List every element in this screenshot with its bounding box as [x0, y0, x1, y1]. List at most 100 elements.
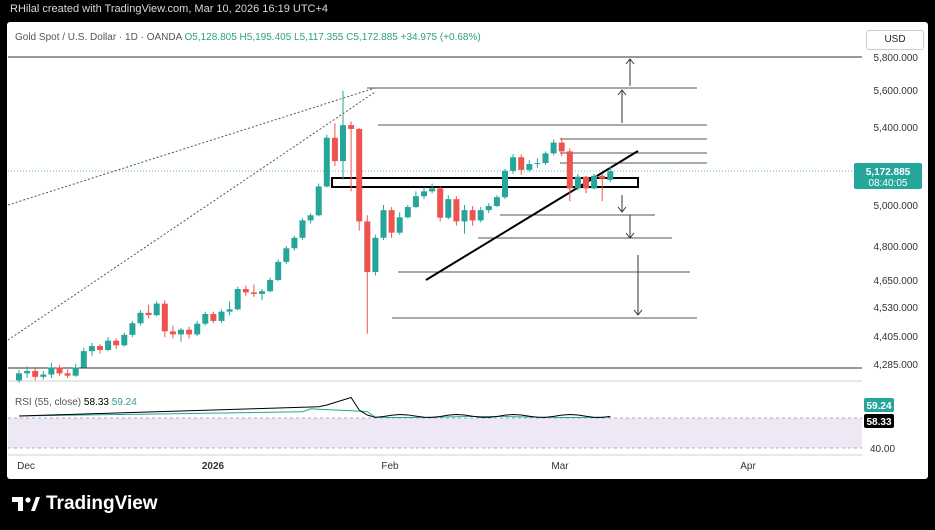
- currency-button[interactable]: USD: [866, 30, 924, 50]
- dotted-fan-line-upper: [7, 87, 376, 206]
- candle-30: [259, 289, 265, 301]
- candle-body: [453, 199, 460, 222]
- arrow-down-small: [617, 195, 627, 213]
- price-tick-label: 5,800.000: [874, 53, 919, 64]
- ohlc-change: +34.975 (+0.68%): [400, 32, 481, 43]
- candle-59: [493, 195, 500, 208]
- candle-body: [105, 340, 112, 350]
- candlesticks: [16, 90, 614, 383]
- candle-body: [48, 367, 55, 375]
- candle-body: [315, 186, 322, 216]
- time-tick-label: 2026: [202, 461, 225, 472]
- candle-40: [340, 90, 346, 180]
- candle-body: [97, 346, 103, 350]
- candle-33: [283, 246, 290, 265]
- arrow-up-top: [625, 58, 635, 86]
- chart-panel[interactable]: [7, 22, 928, 479]
- candle-12: [113, 338, 120, 349]
- candle-body: [72, 367, 79, 376]
- candle-39: [331, 123, 338, 166]
- candle-body: [429, 188, 436, 192]
- candle-body: [40, 374, 47, 377]
- candle-65: [542, 151, 549, 166]
- candle-14: [129, 320, 136, 338]
- candle-body: [32, 371, 39, 377]
- time-tick-label: Dec: [17, 461, 35, 472]
- candle-body: [242, 289, 249, 293]
- candle-body: [502, 170, 508, 198]
- candle-body: [267, 280, 274, 292]
- rsi-value: 58.33: [83, 397, 109, 408]
- candle-body: [469, 210, 476, 221]
- price-tick-label: 4,800.000: [874, 242, 919, 253]
- candle-70: [583, 175, 589, 194]
- candle-body: [412, 196, 419, 208]
- arrow-head: [633, 309, 643, 316]
- candle-71: [591, 173, 598, 190]
- candle-16: [145, 304, 152, 319]
- candle-body: [461, 210, 468, 222]
- candle-body: [145, 312, 152, 316]
- candle-body: [153, 303, 160, 316]
- chart-credit: RHilal created with TradingView.com, Mar…: [10, 3, 329, 15]
- candle-17: [153, 301, 160, 317]
- price-tick-label: 4,405.000: [874, 332, 919, 343]
- candle-15: [137, 310, 144, 326]
- candle-body: [558, 142, 565, 152]
- tradingview-logo[interactable]: TradingView: [12, 493, 158, 515]
- candle-44: [372, 234, 379, 276]
- candle-body: [169, 331, 176, 335]
- candle-body: [161, 303, 168, 332]
- candle-body: [129, 323, 136, 335]
- candle-48: [404, 205, 411, 219]
- projection-arrows: [617, 58, 643, 316]
- candle-body: [323, 137, 330, 187]
- candle-body: [226, 309, 233, 312]
- candle-53: [445, 195, 452, 220]
- candle-body: [404, 207, 411, 218]
- candle-55: [461, 205, 468, 234]
- rsi-ma-value: 59.24: [111, 397, 137, 408]
- price-tick-label: 5,400.000: [874, 123, 919, 134]
- arrow-head: [625, 232, 635, 239]
- candle-body: [550, 142, 557, 154]
- price-tick-label: 4,285.000: [874, 360, 919, 371]
- candle-50: [421, 187, 427, 200]
- candle-37: [315, 183, 322, 217]
- candle-body: [388, 210, 395, 233]
- rsi-legend[interactable]: RSI (55, close) 58.33 59.24: [15, 397, 137, 408]
- candle-body: [202, 313, 209, 324]
- arrow-head: [625, 58, 635, 65]
- candle-49: [412, 191, 419, 209]
- rsi-ma-tag-text: 59.24: [866, 401, 891, 412]
- price-tick-label: 4,530.000: [874, 303, 919, 314]
- grid-lines: [8, 56, 862, 456]
- brand-name: TradingView: [46, 493, 158, 514]
- candle-body: [518, 157, 525, 170]
- time-axis: Dec 2026 Feb Mar Apr: [17, 461, 756, 472]
- candle-22: [194, 320, 201, 336]
- candle-26: [226, 301, 233, 316]
- candle-body: [307, 215, 314, 221]
- rsi-line: [18, 396, 611, 418]
- ohlc-low: L5,117.355: [294, 32, 344, 43]
- candle-7: [72, 364, 79, 377]
- symbol-legend[interactable]: Gold Spot / U.S. Dollar · 1D · OANDA O5,…: [15, 32, 481, 43]
- candle-11: [105, 337, 112, 352]
- symbol-name: Gold Spot / U.S. Dollar · 1D · OANDA: [15, 32, 182, 43]
- candle-body: [178, 329, 184, 335]
- candle-body: [16, 373, 22, 381]
- candle-62: [518, 154, 525, 175]
- time-tick-label: Feb: [381, 461, 399, 472]
- candle-21: [186, 326, 193, 339]
- candle-5: [56, 365, 63, 376]
- candle-body: [210, 313, 217, 321]
- candle-25: [218, 309, 225, 323]
- candle-body: [526, 164, 533, 170]
- candle-73: [607, 166, 614, 183]
- candle-52: [437, 186, 444, 222]
- arrow-head: [617, 206, 627, 213]
- candle-10: [97, 344, 103, 354]
- candle-body: [275, 261, 282, 280]
